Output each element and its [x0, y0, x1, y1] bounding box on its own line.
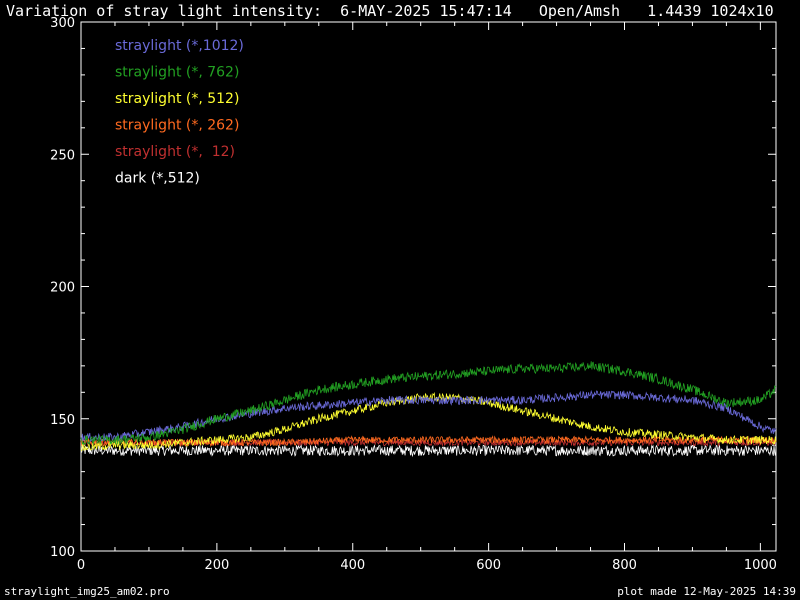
source-filename: straylight_img25_am02.pro	[4, 585, 170, 598]
x-tick-label: 0	[77, 558, 85, 573]
y-tick-label: 100	[50, 545, 75, 560]
y-tick-label: 150	[50, 413, 75, 428]
chart-title: Variation of stray light intensity: 6-MA…	[6, 2, 774, 20]
series-line-1	[80, 361, 777, 446]
y-tick-label: 250	[50, 148, 75, 163]
y-tick-label: 200	[50, 281, 75, 296]
series-line-0	[80, 389, 777, 443]
x-tick-label: 400	[340, 558, 365, 573]
legend-entry: straylight (*, 262)	[115, 118, 239, 134]
x-tick-label: 800	[612, 558, 637, 573]
legend-entry: straylight (*, 762)	[115, 65, 239, 81]
legend-entry: dark (*,512)	[115, 171, 200, 187]
axis-ticks: 0 200 400 600 800 1000 100 150 200 250 300	[50, 16, 777, 573]
x-tick-label: 1000	[744, 558, 777, 573]
x-tick-label: 600	[476, 558, 501, 573]
legend: straylight (*,1012) straylight (*, 762) st…	[115, 38, 244, 187]
x-tick-label: 200	[204, 558, 229, 573]
series-group	[80, 361, 777, 458]
series-line-5	[80, 443, 777, 458]
legend-entry: straylight (*, 512)	[115, 91, 239, 107]
legend-entry: straylight (*, 12)	[115, 144, 235, 160]
plot-date: plot made 12-May-2025 14:39	[617, 585, 796, 598]
legend-entry: straylight (*,1012)	[115, 38, 244, 54]
y-tick-label: 300	[50, 16, 75, 31]
